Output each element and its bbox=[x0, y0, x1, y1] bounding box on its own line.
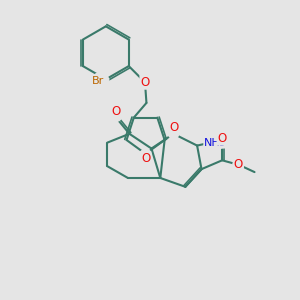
Text: Br: Br bbox=[92, 76, 104, 86]
Text: O: O bbox=[112, 105, 121, 118]
Text: O: O bbox=[234, 158, 243, 171]
Circle shape bbox=[168, 128, 179, 139]
Text: O: O bbox=[140, 76, 150, 89]
Text: NH₂: NH₂ bbox=[204, 138, 225, 148]
Circle shape bbox=[140, 149, 151, 160]
Text: O: O bbox=[169, 122, 178, 134]
Circle shape bbox=[233, 159, 244, 170]
Circle shape bbox=[217, 138, 227, 148]
Circle shape bbox=[206, 134, 223, 151]
Text: O: O bbox=[218, 132, 227, 145]
Text: O: O bbox=[141, 152, 150, 165]
Circle shape bbox=[140, 77, 150, 88]
Circle shape bbox=[92, 73, 109, 89]
Circle shape bbox=[111, 111, 122, 122]
